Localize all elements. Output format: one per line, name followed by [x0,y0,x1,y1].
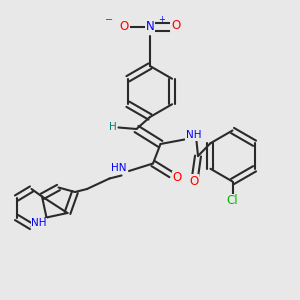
Text: NH: NH [186,130,202,140]
Text: NH: NH [31,218,47,229]
Text: +: + [159,15,165,24]
Text: O: O [120,20,129,34]
Text: Cl: Cl [227,194,238,208]
Text: N: N [146,20,154,34]
Text: O: O [189,175,198,188]
Text: H: H [109,122,116,133]
Text: O: O [172,171,182,184]
Text: O: O [171,19,180,32]
Text: HN: HN [110,163,126,173]
Text: −: − [105,14,114,25]
